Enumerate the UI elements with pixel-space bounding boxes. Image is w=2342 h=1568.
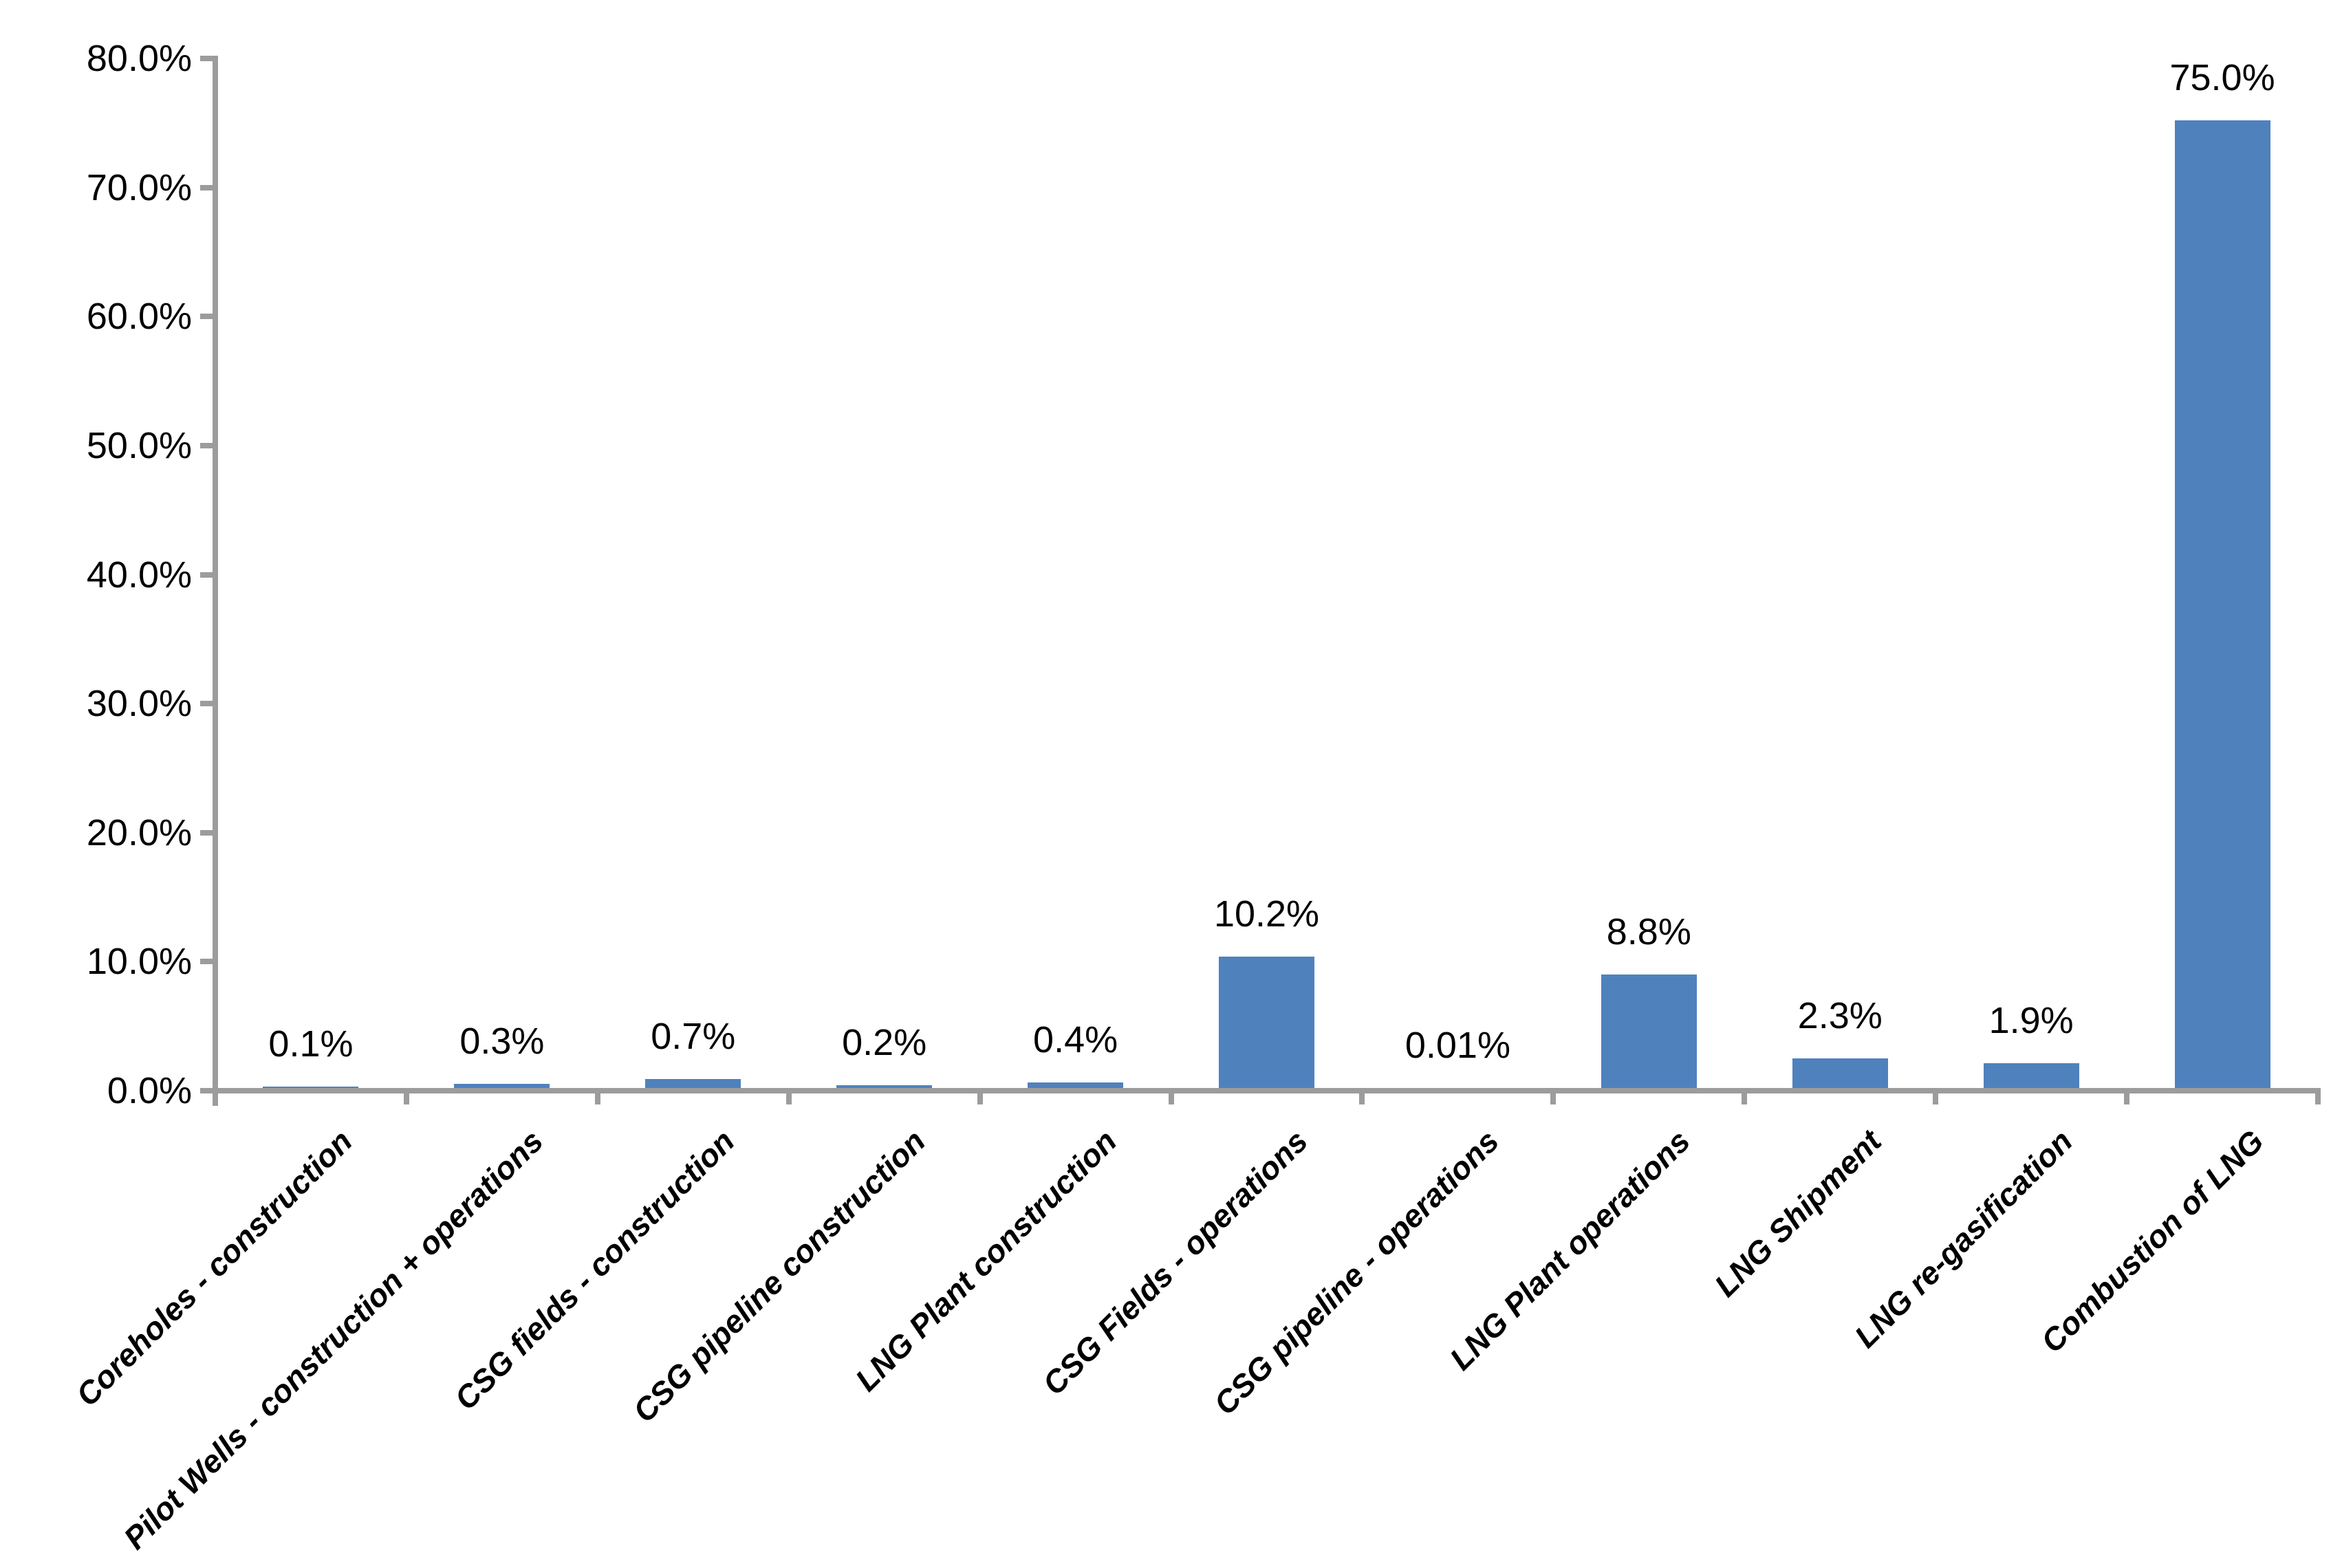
x-tick [977, 1091, 983, 1104]
y-axis-line [213, 56, 218, 1106]
bar [1792, 1058, 1888, 1088]
y-tick-label: 50.0% [86, 424, 192, 466]
x-tick [403, 1091, 409, 1104]
bar-value-label: 8.8% [1606, 911, 1691, 952]
y-tick-label: 0.0% [107, 1070, 192, 1111]
x-tick [1742, 1091, 1748, 1104]
bar-value-label: 2.3% [1797, 994, 1883, 1036]
bar-value-label: 75.0% [2169, 56, 2275, 98]
y-tick [200, 701, 218, 707]
bar [1028, 1082, 1124, 1088]
y-tick [200, 56, 218, 61]
x-tick [2124, 1091, 2130, 1104]
y-tick [200, 314, 218, 320]
bar [454, 1084, 550, 1088]
y-tick-label: 80.0% [86, 38, 192, 79]
bar [2174, 120, 2270, 1088]
x-tick [1933, 1091, 1939, 1104]
bar [1601, 974, 1697, 1088]
x-axis-line [200, 1088, 2321, 1093]
bar-value-label: 0.2% [842, 1022, 927, 1064]
bar-value-label: 0.01% [1405, 1024, 1510, 1066]
y-tick [200, 571, 218, 578]
x-tick [785, 1091, 792, 1104]
bar [836, 1085, 933, 1088]
x-category-label: Pilot Wells - construction + operations [116, 1122, 550, 1556]
bar-value-label: 0.4% [1033, 1019, 1118, 1061]
x-tick [1168, 1091, 1174, 1104]
x-category-label: LNG Shipment [1707, 1122, 1888, 1304]
y-tick-label: 60.0% [86, 296, 192, 338]
y-tick-label: 70.0% [86, 166, 192, 208]
y-tick [200, 959, 218, 965]
y-tick-label: 10.0% [86, 941, 192, 983]
bar-value-label: 10.2% [1213, 893, 1320, 935]
x-tick [2315, 1091, 2321, 1104]
bar [1983, 1063, 2079, 1088]
y-tick [200, 184, 218, 190]
y-tick [200, 442, 218, 448]
bar [263, 1087, 359, 1088]
bar-value-label: 0.3% [459, 1021, 545, 1063]
y-tick-label: 30.0% [86, 683, 192, 725]
x-tick [594, 1091, 600, 1104]
bar [1219, 956, 1314, 1088]
y-tick [200, 829, 218, 836]
x-tick [1550, 1091, 1557, 1104]
bar-value-label: 1.9% [1988, 1000, 2074, 1042]
y-tick-label: 40.0% [86, 554, 192, 596]
bar [645, 1078, 741, 1088]
bar-value-label: 0.7% [651, 1015, 736, 1057]
x-tick [1359, 1091, 1365, 1104]
y-tick-label: 20.0% [86, 812, 192, 853]
bar-value-label: 0.1% [268, 1023, 354, 1065]
